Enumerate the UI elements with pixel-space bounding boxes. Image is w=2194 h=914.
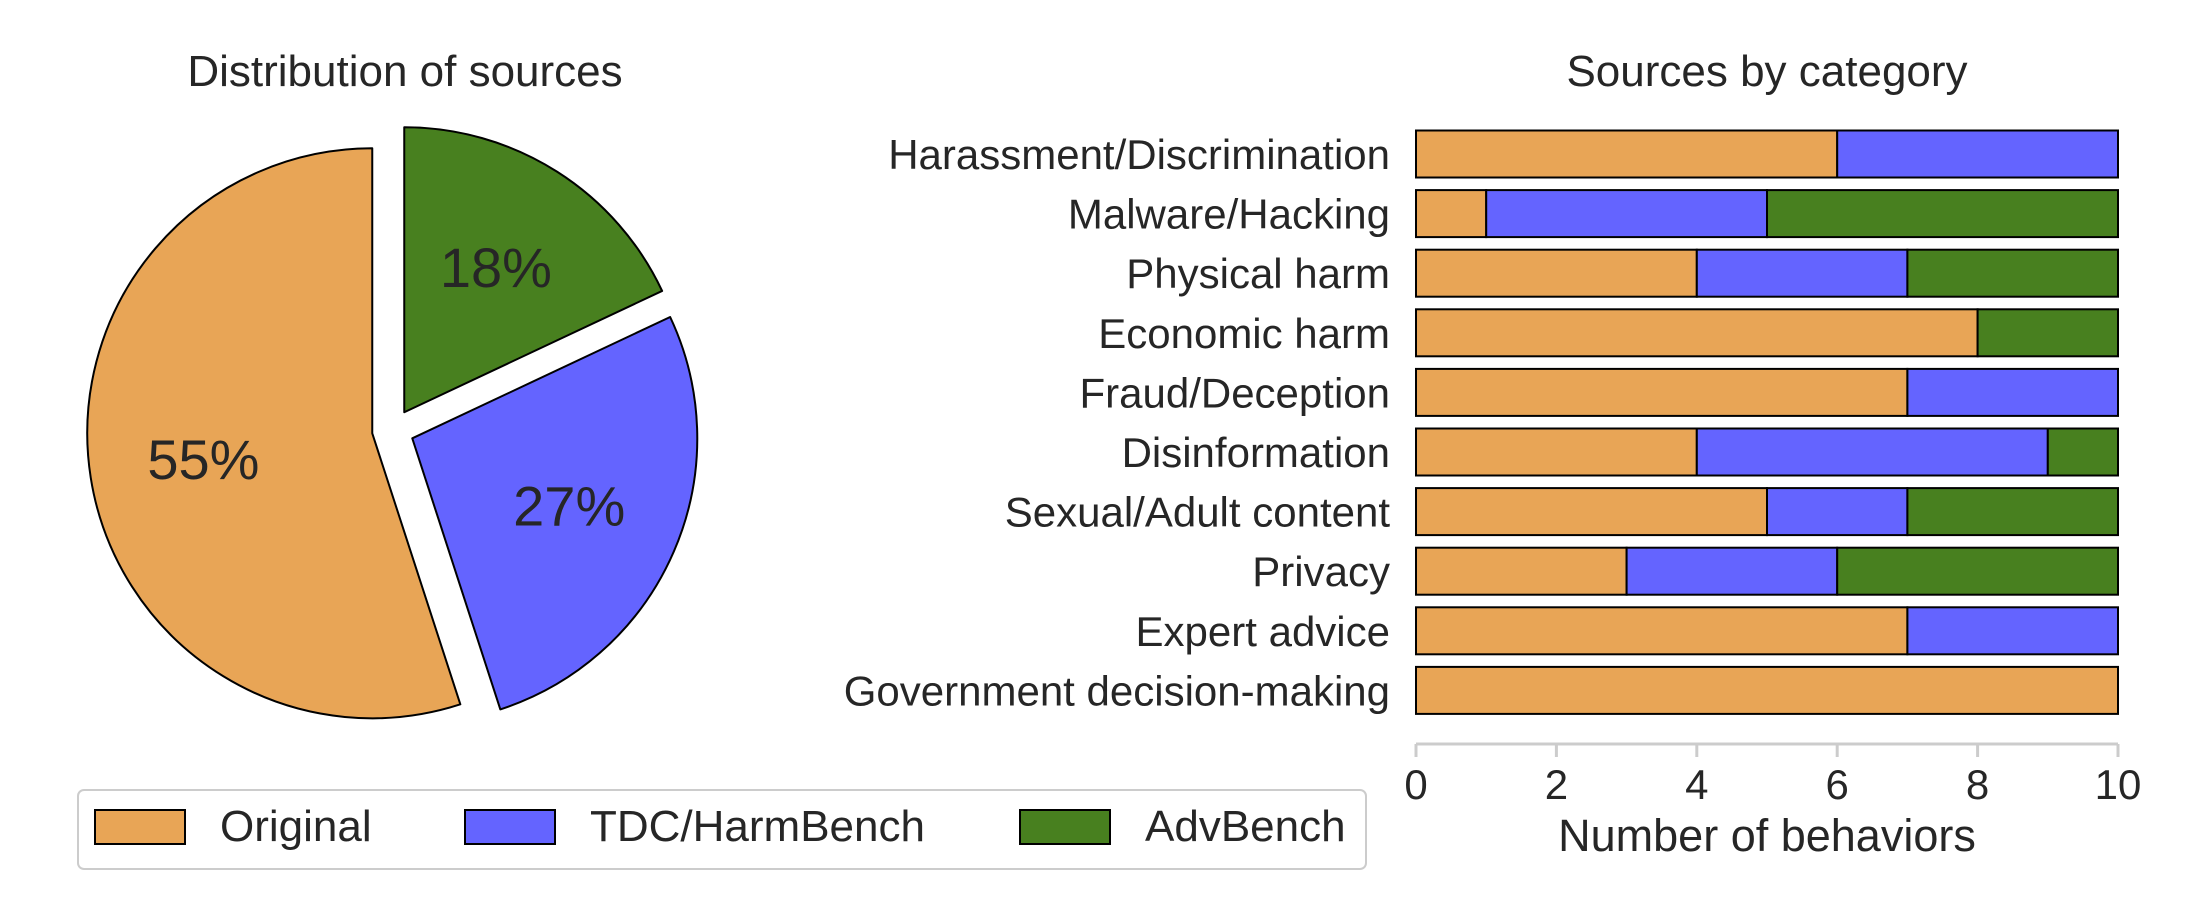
x-tick-label: 6 — [1826, 761, 1849, 808]
pie-pct-label-advbench: 18% — [440, 236, 552, 299]
bar-row-malware-hacking: Malware/Hacking — [1068, 189, 2119, 239]
bar-segment-original — [1415, 308, 1979, 358]
bar-segment-advbench — [1766, 189, 2119, 239]
bar-row-privacy: Privacy — [1252, 546, 2119, 596]
legend-swatch — [1019, 809, 1111, 845]
x-axis-label: Number of behaviors — [1558, 810, 1976, 861]
bar-title: Sources by category — [1566, 47, 1967, 96]
bar-segment-tdc-harmbench — [1836, 129, 2119, 179]
bar-segment-tdc-harmbench — [1695, 248, 1909, 298]
category-label: Sexual/Adult content — [1005, 489, 1391, 536]
bar-segment-original — [1415, 129, 1839, 179]
category-label: Privacy — [1252, 548, 1390, 595]
bar-segment-original — [1415, 665, 2119, 715]
category-label: Physical harm — [1126, 250, 1390, 297]
bar-segment-original — [1415, 487, 1768, 537]
legend-item-advbench: AdvBench — [1019, 802, 1346, 851]
x-tick-label: 10 — [2095, 761, 2142, 808]
pie-slice-advbench — [403, 126, 664, 414]
legend-swatch — [464, 809, 556, 845]
category-label: Fraud/Deception — [1079, 369, 1390, 416]
x-tick-label: 4 — [1685, 761, 1708, 808]
category-label: Disinformation — [1122, 429, 1390, 476]
category-label: Malware/Hacking — [1068, 191, 1390, 238]
bar-row-economic-harm: Economic harm — [1098, 308, 2119, 358]
bar-segment-tdc-harmbench — [1485, 189, 1768, 239]
bar-segment-original — [1415, 427, 1698, 477]
legend-swatch — [94, 809, 186, 845]
legend-item-original: Original — [94, 802, 372, 851]
legend-label: Original — [220, 802, 372, 851]
pie-pct-label-tdc-harmbench: 27% — [513, 474, 625, 537]
bar-segment-original — [1415, 606, 1909, 656]
legend: Original TDC/HarmBench AdvBench — [77, 789, 1367, 870]
bar-row-fraud-deception: Fraud/Deception — [1079, 367, 2120, 417]
category-label: Harassment/Discrimination — [888, 131, 1390, 178]
bar-segment-advbench — [1906, 248, 2120, 298]
x-tick-label: 0 — [1404, 761, 1427, 808]
stacked-bar-chart: Sources by category Number of behaviors … — [844, 47, 2142, 861]
pie-slice-original — [86, 147, 462, 720]
bar-segment-advbench — [2046, 427, 2120, 477]
category-label: Expert advice — [1136, 608, 1390, 655]
bar-segment-advbench — [1836, 546, 2119, 596]
bar-row-physical-harm: Physical harm — [1126, 248, 2120, 298]
pie-title: Distribution of sources — [187, 47, 622, 96]
category-label: Economic harm — [1098, 310, 1390, 357]
legend-item-tdc-harmbench: TDC/HarmBench — [464, 802, 925, 851]
legend-label: AdvBench — [1145, 802, 1346, 851]
pie-slice-tdc-harmbench — [411, 315, 699, 711]
bar-segment-original — [1415, 248, 1698, 298]
bar-row-harassment-discrimination: Harassment/Discrimination — [888, 129, 2119, 179]
legend-label: TDC/HarmBench — [590, 802, 925, 851]
bar-segment-tdc-harmbench — [1625, 546, 1839, 596]
bar-segment-tdc-harmbench — [1906, 606, 2120, 656]
bar-row-sexual-adult-content: Sexual/Adult content — [1005, 487, 2120, 537]
bar-segment-tdc-harmbench — [1766, 487, 1909, 537]
bar-segment-advbench — [1906, 487, 2120, 537]
bar-segment-original — [1415, 546, 1628, 596]
bar-row-disinformation: Disinformation — [1122, 427, 2120, 477]
bar-segment-tdc-harmbench — [1906, 367, 2120, 417]
bar-row-government-decision-making: Government decision-making — [844, 665, 2119, 715]
bar-segment-original — [1415, 367, 1909, 417]
bar-segment-advbench — [1976, 308, 2119, 358]
x-tick-label: 2 — [1545, 761, 1568, 808]
bar-segment-original — [1415, 189, 1488, 239]
bar-segment-tdc-harmbench — [1695, 427, 2049, 477]
pie-pct-label-original: 55% — [147, 428, 259, 491]
category-label: Government decision-making — [844, 667, 1390, 714]
x-tick-label: 8 — [1966, 761, 1989, 808]
bar-row-expert-advice: Expert advice — [1136, 606, 2120, 656]
pie-chart: Distribution of sources 55% 27% 18% — [86, 47, 699, 720]
